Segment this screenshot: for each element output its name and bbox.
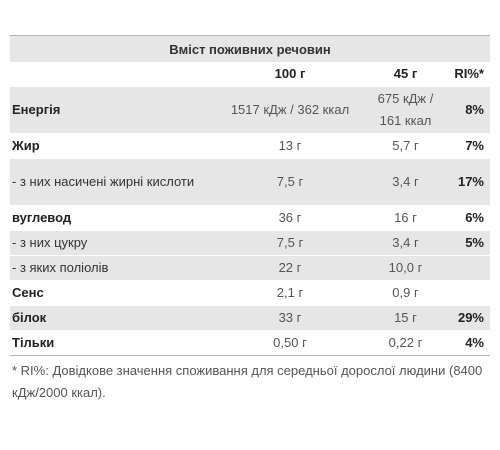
value-ri: 17% [448,158,490,206]
value-ri: 29% [448,305,490,331]
header-row: 100 г 45 г RI%* [10,62,490,87]
value-ri [448,255,490,281]
value-ri: 7% [448,133,490,159]
nutrition-panel: Вміст поживних речовин 100 г 45 г RI%* Е… [10,35,490,404]
table-row: Енергія 1517 кДж / 362 ккал 675 кДж / 161 … [10,86,490,134]
value-per-45g: 5,7 г [363,133,448,159]
value-per-45g: 3,4 г [363,230,448,256]
nutrient-name: - з яких поліолів [10,255,217,281]
nutrient-name: вуглевод [10,205,217,231]
nutrient-name: Жир [10,133,217,159]
table-row: білок 33 г 15 г 29% [10,305,490,331]
nutrient-name: Сенс [10,280,217,306]
nutrient-name: - з них цукру [10,230,217,256]
value-per-100g: 36 г [217,205,363,231]
value-per-100g: 22 г [217,255,363,281]
header-nutrient [10,62,217,87]
table-row: Жир 13 г 5,7 г 7% [10,133,490,159]
header-ri: RI%* [454,66,484,81]
value-per-45g: 15 г [363,305,448,331]
value-per-45g: 675 кДж / 161 ккал [363,86,448,134]
value-per-100g: 13 г [217,133,363,159]
table-row: - з них цукру 7,5 г 3,4 г 5% [10,230,490,256]
nutrition-table: 100 г 45 г RI%* Енергія 1517 кДж / 362 кк… [10,62,490,355]
nutrient-name: Тільки [10,330,217,355]
value-per-45g: 0,22 г [363,330,448,355]
value-ri: 6% [448,205,490,231]
value-ri [448,280,490,306]
table-row: вуглевод 36 г 16 г 6% [10,205,490,231]
table-row: - з них насичені жирні кислоти 7,5 г 3,4 г… [10,158,490,206]
value-per-45g: 0,9 г [363,280,448,306]
value-per-45g: 3,4 г [363,158,448,206]
header-per-100g: 100 г [274,66,306,81]
value-per-100g: 0,50 г [217,330,363,355]
table-row: Сенс 2,1 г 0,9 г [10,280,490,306]
value-per-100g: 33 г [217,305,363,331]
value-per-100g: 7,5 г [217,230,363,256]
value-per-45g: 10,0 г [363,255,448,281]
value-per-100g: 1517 кДж / 362 ккал [217,86,363,134]
value-per-45g: 16 г [363,205,448,231]
nutrient-name: білок [10,305,217,331]
footnote: * RI%: Довідкове значення споживання для… [12,363,483,400]
nutrient-name: Енергія [10,86,217,134]
table-title: Вміст поживних речовин [10,35,490,62]
value-ri: 4% [448,330,490,355]
value-ri: 5% [448,230,490,256]
table-bottom-rule [10,355,490,356]
table-row: - з яких поліолів 22 г 10,0 г [10,255,490,281]
value-per-100g: 2,1 г [217,280,363,306]
header-per-45g: 45 г [393,66,418,81]
nutrient-name: - з них насичені жирні кислоти [10,158,217,206]
value-ri: 8% [448,86,490,134]
value-per-100g: 7,5 г [217,158,363,206]
table-row: Тільки 0,50 г 0,22 г 4% [10,330,490,355]
